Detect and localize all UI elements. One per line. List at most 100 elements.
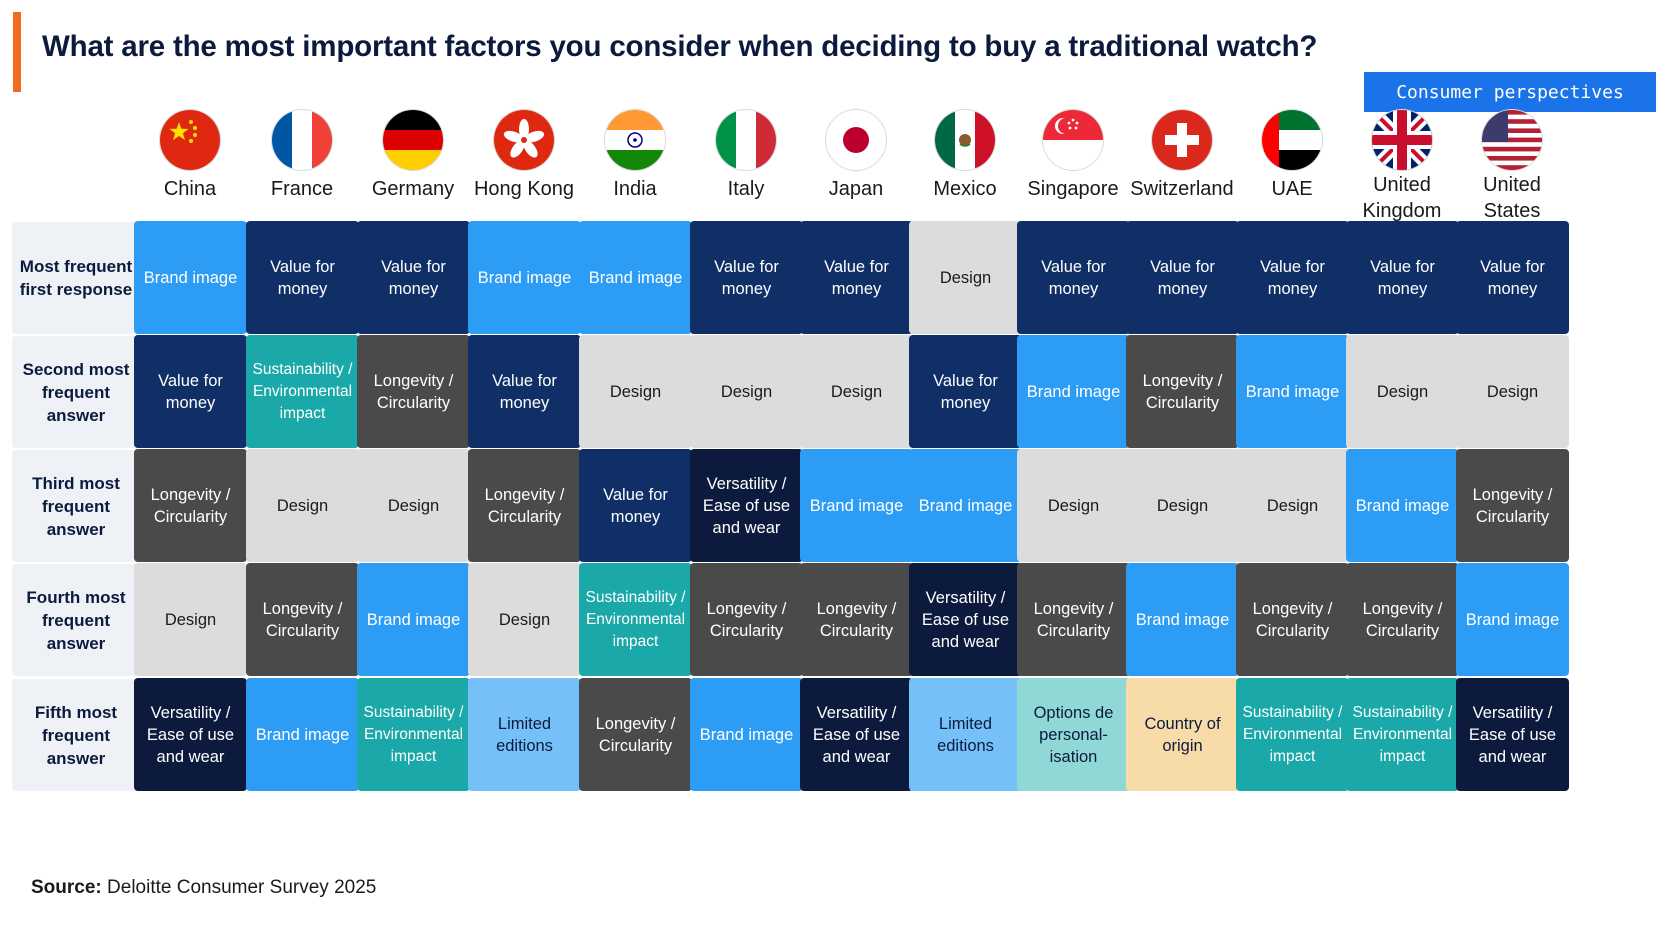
factor-cell: Longevity / Circularity xyxy=(246,563,359,676)
factor-cell: Value for money xyxy=(690,221,803,334)
factor-cell: Brand image xyxy=(909,449,1022,562)
factor-cell: Design xyxy=(357,449,470,562)
usa-flag-icon xyxy=(1482,110,1542,170)
factor-cell: Country of origin xyxy=(1126,678,1239,791)
factor-cell: Brand image xyxy=(357,563,470,676)
factor-cell: Brand image xyxy=(1017,335,1130,448)
factor-cell: Options de personal-isation xyxy=(1017,678,1130,791)
factor-cell: Value for money xyxy=(1126,221,1239,334)
factor-cell: Longevity / Circularity xyxy=(690,563,803,676)
factor-cell: Design xyxy=(468,563,581,676)
china-flag-icon xyxy=(160,110,220,170)
consumer-perspectives-tag: Consumer perspectives xyxy=(1364,72,1656,112)
page-title: What are the most important factors you … xyxy=(42,30,1318,63)
germany-flag-icon xyxy=(383,110,443,170)
factor-cell: Design xyxy=(690,335,803,448)
country-name: Singapore xyxy=(1027,178,1119,200)
factor-cell: Longevity / Circularity xyxy=(357,335,470,448)
country-name: India xyxy=(613,178,657,200)
factor-cell: Value for money xyxy=(357,221,470,334)
factor-cell: Versatility / Ease of use and wear xyxy=(909,563,1022,676)
factor-cell: Sustainability / Environmental impact xyxy=(1346,678,1459,791)
factor-cell: Sustainability / Environmental impact xyxy=(1236,678,1349,791)
factor-cell: Brand image xyxy=(1236,335,1349,448)
factor-cell: Longevity / Circularity xyxy=(1346,563,1459,676)
mexico-flag-icon xyxy=(935,110,995,170)
factor-cell: Value for money xyxy=(800,221,913,334)
factor-cell: Design xyxy=(579,335,692,448)
factor-cell: Limited editions xyxy=(468,678,581,791)
factor-cell: Longevity / Circularity xyxy=(1017,563,1130,676)
japan-flag-icon xyxy=(826,110,886,170)
factor-cell: Value for money xyxy=(246,221,359,334)
factor-cell: Longevity / Circularity xyxy=(468,449,581,562)
factor-cell: Value for money xyxy=(1456,221,1569,334)
factor-cell: Value for money xyxy=(579,449,692,562)
factor-cell: Value for money xyxy=(468,335,581,448)
factor-cell: Brand image xyxy=(246,678,359,791)
factor-cell: Design xyxy=(246,449,359,562)
factor-cell: Design xyxy=(1236,449,1349,562)
country-header-france: France xyxy=(244,110,360,202)
row-label: Third most frequent answer xyxy=(12,450,140,562)
factor-cell: Design xyxy=(134,563,247,676)
switzerland-flag-icon xyxy=(1152,110,1212,170)
factor-cell: Limited editions xyxy=(909,678,1022,791)
country-name: United Kingdom xyxy=(1362,174,1442,222)
country-header-india: India xyxy=(577,110,693,202)
hong-kong-flag-icon xyxy=(494,110,554,170)
factor-cell: Brand image xyxy=(134,221,247,334)
row-label: Most frequent first response xyxy=(12,222,140,334)
country-name: Mexico xyxy=(933,178,997,200)
factor-cell: Versatility / Ease of use and wear xyxy=(690,449,803,562)
factor-cell: Brand image xyxy=(1456,563,1569,676)
factor-cell: Longevity / Circularity xyxy=(1236,563,1349,676)
row-label: Second most frequent answer xyxy=(12,336,140,448)
factor-cell: Design xyxy=(1126,449,1239,562)
factor-cell: Value for money xyxy=(1236,221,1349,334)
country-header-singapore: Singapore xyxy=(1015,110,1131,202)
country-header-china: China xyxy=(132,110,248,202)
factor-cell: Brand image xyxy=(690,678,803,791)
factor-cell: Value for money xyxy=(134,335,247,448)
factor-cell: Sustainability / Environmental impact xyxy=(246,335,359,448)
source-label: Source: xyxy=(31,877,102,898)
country-header-hong-kong: Hong Kong xyxy=(466,110,582,202)
country-name: Japan xyxy=(828,178,884,200)
row-label: Fifth most frequent answer xyxy=(12,679,140,791)
country-name: Italy xyxy=(727,178,765,200)
factor-cell: Versatility / Ease of use and wear xyxy=(800,678,913,791)
country-name: France xyxy=(270,178,334,200)
factor-cell: Sustainability / Environmental impact xyxy=(357,678,470,791)
india-flag-icon xyxy=(605,110,665,170)
france-flag-icon xyxy=(272,110,332,170)
factor-cell: Longevity / Circularity xyxy=(134,449,247,562)
country-header-uae: UAE xyxy=(1234,110,1350,202)
factor-cell: Brand image xyxy=(800,449,913,562)
factor-cell: Longevity / Circularity xyxy=(579,678,692,791)
country-header-mexico: Mexico xyxy=(907,110,1023,202)
country-header-germany: Germany xyxy=(355,110,471,202)
uk-flag-icon xyxy=(1372,110,1432,170)
factor-cell: Longevity / Circularity xyxy=(1126,335,1239,448)
factor-cell: Value for money xyxy=(909,335,1022,448)
country-header-united-kingdom: United Kingdom xyxy=(1344,110,1460,224)
factor-cell: Design xyxy=(909,221,1022,334)
italy-flag-icon xyxy=(716,110,776,170)
factor-cell: Brand image xyxy=(468,221,581,334)
country-name: UAE xyxy=(1271,178,1313,200)
factor-cell: Versatility / Ease of use and wear xyxy=(134,678,247,791)
factor-cell: Versatility / Ease of use and wear xyxy=(1456,678,1569,791)
factor-cell: Design xyxy=(1456,335,1569,448)
factor-cell: Design xyxy=(800,335,913,448)
factor-cell: Longevity / Circularity xyxy=(800,563,913,676)
source-note: Source: Deloitte Consumer Survey 2025 xyxy=(31,877,376,899)
source-text: Deloitte Consumer Survey 2025 xyxy=(107,877,377,898)
factor-cell: Design xyxy=(1346,335,1459,448)
factor-cell: Brand image xyxy=(579,221,692,334)
country-header-italy: Italy xyxy=(688,110,804,202)
factor-cell: Value for money xyxy=(1017,221,1130,334)
country-name: Germany xyxy=(371,178,455,200)
factor-cell: Brand image xyxy=(1346,449,1459,562)
factor-cell: Brand image xyxy=(1126,563,1239,676)
